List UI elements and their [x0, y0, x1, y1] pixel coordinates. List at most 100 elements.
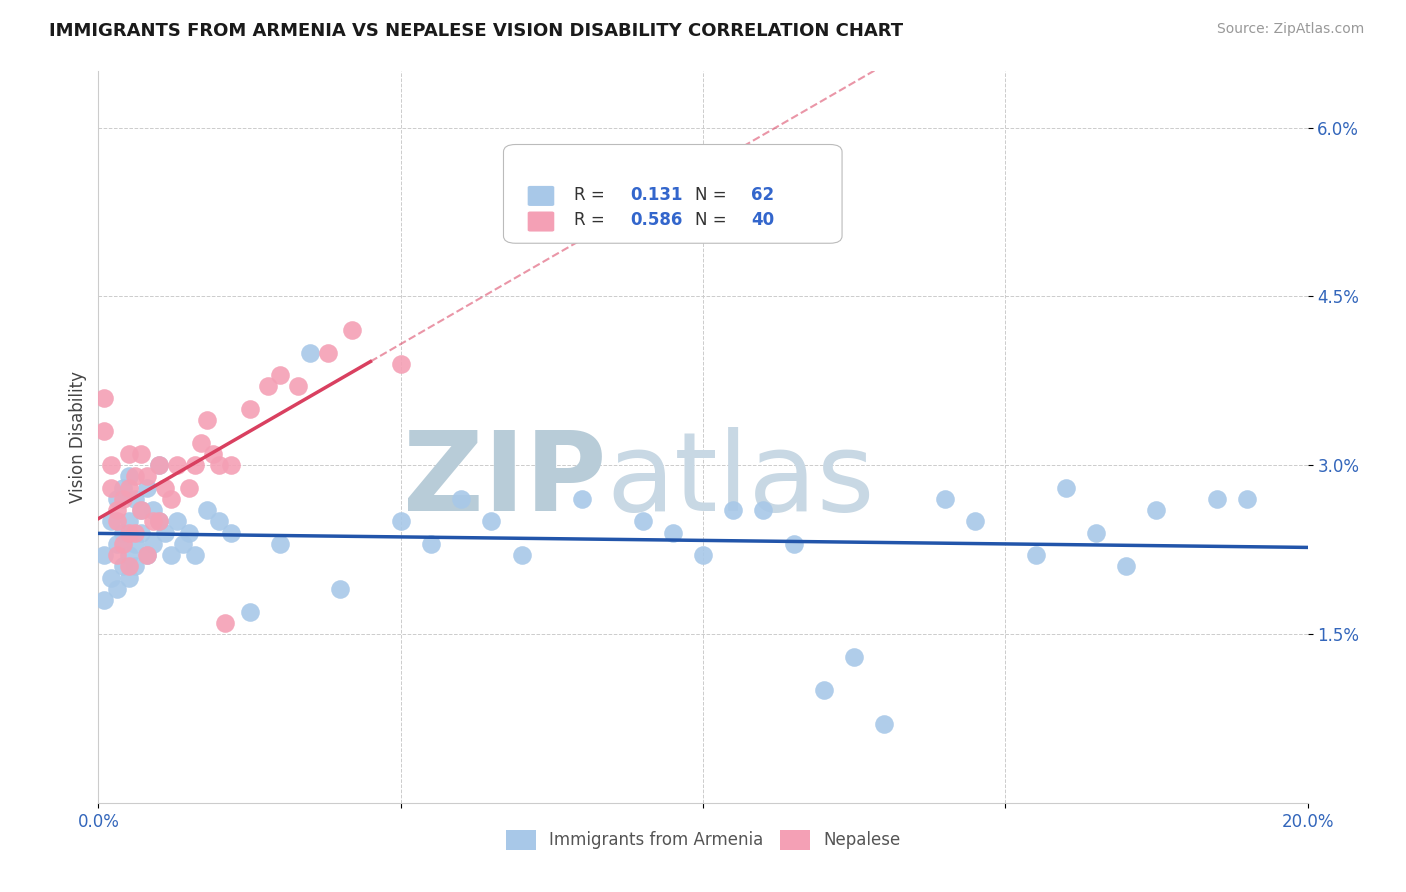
- Point: [100, 515, 122, 529]
- Point: [105, 515, 128, 529]
- Legend: Immigrants from Armenia, Nepalese: Immigrants from Armenia, Nepalese: [499, 823, 907, 856]
- Point: [160, 491, 183, 506]
- FancyBboxPatch shape: [527, 211, 554, 232]
- Point: [813, 683, 835, 698]
- Point: [111, 537, 134, 551]
- Point: [184, 458, 207, 473]
- Point: [481, 515, 503, 529]
- Point: [510, 548, 533, 562]
- Point: [118, 571, 141, 585]
- Point: [93, 391, 115, 405]
- Point: [129, 447, 152, 461]
- Point: [118, 481, 141, 495]
- Point: [195, 503, 218, 517]
- Point: [329, 582, 352, 596]
- Point: [153, 481, 176, 495]
- Point: [1115, 559, 1137, 574]
- Point: [105, 503, 128, 517]
- Point: [389, 515, 412, 529]
- Point: [299, 345, 322, 359]
- Point: [873, 717, 896, 731]
- Point: [105, 491, 128, 506]
- Point: [93, 548, 115, 562]
- Point: [221, 525, 243, 540]
- FancyBboxPatch shape: [527, 186, 554, 206]
- Point: [129, 525, 152, 540]
- Point: [190, 435, 212, 450]
- Point: [111, 481, 134, 495]
- Point: [752, 503, 775, 517]
- Text: R =: R =: [574, 186, 610, 204]
- Point: [208, 515, 231, 529]
- Point: [389, 357, 412, 371]
- Point: [934, 491, 956, 506]
- Point: [93, 425, 115, 439]
- Text: 62: 62: [751, 186, 775, 204]
- Point: [287, 379, 309, 393]
- Point: [129, 503, 152, 517]
- Point: [118, 548, 141, 562]
- Text: N =: N =: [695, 186, 731, 204]
- Point: [166, 515, 188, 529]
- Point: [184, 548, 207, 562]
- Point: [124, 537, 146, 551]
- Point: [1236, 491, 1258, 506]
- Point: [342, 323, 364, 337]
- Text: 0.586: 0.586: [630, 211, 683, 229]
- Point: [142, 515, 165, 529]
- Point: [148, 458, 170, 473]
- Text: 0.131: 0.131: [630, 186, 683, 204]
- Point: [316, 345, 339, 359]
- Point: [208, 458, 231, 473]
- Point: [118, 559, 141, 574]
- Point: [239, 605, 262, 619]
- Text: N =: N =: [695, 211, 731, 229]
- Point: [135, 469, 157, 483]
- Point: [124, 525, 146, 540]
- Point: [135, 548, 157, 562]
- Point: [105, 537, 128, 551]
- Point: [450, 491, 472, 506]
- Point: [1144, 503, 1167, 517]
- Point: [148, 458, 170, 473]
- Point: [631, 515, 654, 529]
- Point: [135, 548, 157, 562]
- Point: [179, 481, 201, 495]
- Point: [118, 469, 141, 483]
- Point: [571, 491, 593, 506]
- Point: [1206, 491, 1229, 506]
- Point: [105, 548, 128, 562]
- Point: [172, 537, 194, 551]
- FancyBboxPatch shape: [503, 145, 842, 244]
- Point: [269, 537, 291, 551]
- Point: [1054, 481, 1077, 495]
- Point: [179, 525, 201, 540]
- Text: Source: ZipAtlas.com: Source: ZipAtlas.com: [1216, 22, 1364, 37]
- Point: [269, 368, 291, 383]
- Point: [118, 515, 141, 529]
- Point: [148, 515, 170, 529]
- Y-axis label: Vision Disability: Vision Disability: [69, 371, 87, 503]
- Point: [124, 491, 146, 506]
- Point: [142, 503, 165, 517]
- Point: [153, 525, 176, 540]
- Point: [135, 481, 157, 495]
- Point: [148, 515, 170, 529]
- Point: [195, 413, 218, 427]
- Point: [214, 615, 236, 630]
- Point: [256, 379, 278, 393]
- Point: [111, 525, 134, 540]
- Text: 40: 40: [751, 211, 775, 229]
- Text: R =: R =: [574, 211, 610, 229]
- Point: [118, 447, 141, 461]
- Point: [124, 469, 146, 483]
- Point: [202, 447, 225, 461]
- Point: [1024, 548, 1046, 562]
- Point: [124, 559, 146, 574]
- Point: [100, 571, 122, 585]
- Point: [111, 491, 134, 506]
- Point: [420, 537, 443, 551]
- Point: [129, 503, 152, 517]
- Point: [661, 525, 683, 540]
- Point: [221, 458, 243, 473]
